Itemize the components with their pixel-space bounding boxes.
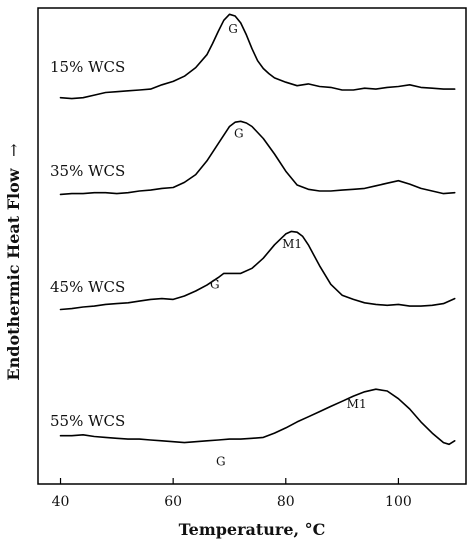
series-label: 15% WCS: [50, 58, 125, 76]
peak-annotation: G: [216, 455, 226, 469]
plot-frame: [37, 7, 467, 485]
series-curve: [59, 13, 456, 100]
x-axis-label: Temperature, °C: [179, 520, 326, 539]
x-axis: 40 60 80 100: [52, 478, 412, 510]
peak-annotation: M1: [347, 397, 367, 411]
y-axis-arrow: →: [4, 143, 23, 156]
series-label: 55% WCS: [50, 412, 125, 430]
y-axis-label-text: Endothermic Heat Flow: [4, 167, 23, 380]
peak-annotation: G: [210, 277, 220, 291]
x-tick-label: 80: [277, 494, 295, 510]
y-axis-label-group: Endothermic Heat Flow →: [4, 143, 23, 380]
labels-layer: 15% WCS G 35% WCS G 45% WCS G M1 55% WCS G M1: [50, 22, 367, 469]
x-tick-label: 40: [52, 494, 70, 510]
series-curve: [59, 388, 456, 446]
series-label: 35% WCS: [50, 162, 125, 180]
series-label: 45% WCS: [50, 278, 125, 296]
peak-annotation: M1: [282, 237, 302, 251]
curves-layer: [59, 13, 456, 446]
series-curve: [59, 230, 456, 311]
y-axis-label: Endothermic Heat Flow →: [4, 143, 23, 380]
series-curve: [59, 120, 456, 196]
peak-annotation: G: [228, 22, 238, 36]
x-tick-label: 100: [385, 494, 412, 510]
peak-annotation: G: [234, 126, 244, 140]
x-tick-label: 60: [164, 494, 182, 510]
